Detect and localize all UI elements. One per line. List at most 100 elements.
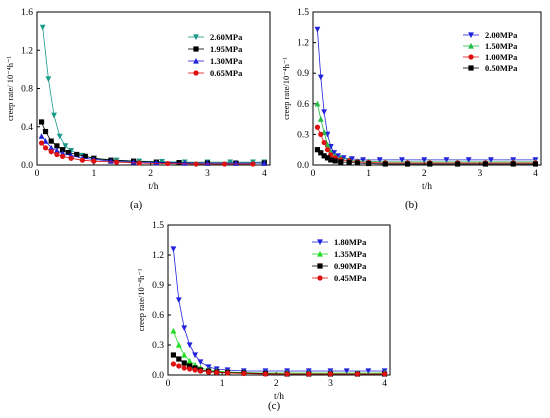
x-tick-label: 1 bbox=[91, 169, 96, 179]
x-tick-label: 0 bbox=[35, 169, 40, 179]
legend-marker bbox=[193, 57, 199, 64]
data-point bbox=[38, 119, 45, 125]
data-point bbox=[170, 246, 177, 253]
series-1.50MPa bbox=[314, 100, 539, 165]
data-point bbox=[186, 357, 193, 364]
y-tick-label: 0.3 bbox=[297, 130, 309, 140]
data-point bbox=[56, 133, 63, 140]
data-point bbox=[59, 153, 66, 159]
data-point bbox=[261, 159, 268, 166]
y-tick-label: 0.9 bbox=[297, 69, 309, 79]
data-point bbox=[54, 151, 60, 158]
legend-label: 1.95MPa bbox=[210, 44, 243, 54]
data-point bbox=[62, 143, 69, 149]
data-point bbox=[482, 161, 488, 167]
x-axis-label: t/h bbox=[148, 182, 158, 192]
y-tick-label: 1.2 bbox=[21, 46, 33, 56]
data-point bbox=[321, 139, 327, 146]
data-point bbox=[59, 147, 66, 153]
data-point bbox=[82, 153, 88, 159]
data-point bbox=[317, 116, 324, 122]
data-point bbox=[376, 157, 383, 163]
data-point bbox=[332, 158, 338, 164]
data-point bbox=[51, 112, 57, 119]
y-tick-label: 1.5 bbox=[152, 221, 164, 231]
data-point bbox=[354, 371, 361, 377]
data-point bbox=[314, 100, 321, 107]
data-point bbox=[331, 150, 338, 156]
data-point bbox=[53, 147, 60, 154]
x-tick-label: 4 bbox=[533, 169, 538, 179]
data-point bbox=[170, 352, 177, 358]
data-point bbox=[181, 351, 188, 358]
data-point bbox=[45, 76, 52, 83]
legend-label: 1.80MPa bbox=[334, 237, 367, 247]
chart-panel-c: 0.0 0.3 0.6 0.9 1.2 1.5 0 1 2 3 4 t/h creep rate/10⁻… bbox=[130, 210, 410, 400]
data-point bbox=[38, 140, 45, 146]
plot-frame bbox=[167, 224, 391, 376]
data-point bbox=[321, 153, 327, 159]
data-point bbox=[79, 157, 86, 163]
data-point bbox=[488, 157, 494, 163]
data-point bbox=[74, 151, 80, 158]
y-tick-label: 1.2 bbox=[297, 39, 309, 49]
y-axis-label: creep rate/10⁻⁴h⁻¹ bbox=[281, 57, 291, 120]
creep-rate-chart-c: 0.0 0.3 0.6 0.9 1.2 1.5 0 1 2 3 4 t/h creep rate/10⁻… bbox=[136, 221, 391, 400]
data-point bbox=[532, 161, 539, 167]
data-point bbox=[465, 157, 472, 163]
y-axis-label: creep rate/ 10⁻⁴h⁻¹ bbox=[5, 56, 15, 121]
data-point bbox=[170, 361, 177, 367]
data-point bbox=[314, 26, 321, 33]
legend-marker bbox=[468, 54, 474, 60]
x-tick-label: 3 bbox=[328, 379, 333, 389]
data-point bbox=[197, 368, 204, 374]
y-tick-label: 0.0 bbox=[21, 161, 33, 171]
data-point bbox=[324, 147, 331, 153]
data-point bbox=[91, 158, 97, 164]
legend-label: 1.50MPa bbox=[485, 41, 518, 51]
y-axis-label: creep rate/10⁻⁴h⁻¹ bbox=[136, 268, 146, 331]
data-point bbox=[399, 157, 405, 163]
data-point bbox=[221, 161, 228, 167]
legend-label: 1.35MPa bbox=[334, 249, 367, 259]
series-0.45MPa bbox=[170, 361, 388, 377]
chart-panel-a: 0.0 0.4 0.8 1.2 1.6 0 1 2 3 4 t/h creep rate/ 10⁻⁴h… bbox=[0, 0, 280, 200]
data-point bbox=[335, 153, 341, 159]
data-point bbox=[510, 161, 516, 167]
data-point bbox=[48, 149, 54, 155]
panel-label-b: (b) bbox=[405, 199, 418, 211]
y-tick-label: 0.0 bbox=[152, 371, 164, 381]
x-tick-label: 2 bbox=[148, 169, 153, 179]
x-tick-label: 0 bbox=[166, 379, 171, 389]
y-tick-label: 0.9 bbox=[152, 281, 164, 291]
series-0.50MPa bbox=[314, 147, 539, 167]
data-point bbox=[181, 325, 188, 332]
data-point bbox=[382, 161, 388, 167]
legend-marker bbox=[317, 263, 323, 269]
data-point bbox=[175, 341, 182, 348]
data-point bbox=[181, 159, 188, 166]
plot-frame bbox=[312, 11, 542, 166]
y-tick-label: 1.6 bbox=[21, 8, 33, 18]
data-point bbox=[354, 160, 361, 166]
creep-rate-chart-a: 0.0 0.4 0.8 1.2 1.6 0 1 2 3 4 t/h creep rate/ 10⁻⁴h… bbox=[5, 8, 271, 192]
legend-label: 0.90MPa bbox=[334, 261, 367, 271]
y-tick-label: 1.2 bbox=[152, 251, 164, 261]
data-point bbox=[366, 160, 372, 167]
creep-rate-chart-b: 0.0 0.3 0.6 0.9 1.2 1.5 0 1 2 3 4 t/h creep rate/10⁻… bbox=[281, 8, 542, 192]
data-point bbox=[343, 368, 350, 375]
data-point bbox=[54, 143, 60, 149]
data-point bbox=[365, 368, 372, 375]
series-1.00MPa bbox=[314, 124, 539, 166]
y-tick-label: 0.6 bbox=[297, 100, 309, 110]
data-point bbox=[338, 159, 344, 165]
x-tick-label: 4 bbox=[262, 169, 267, 179]
data-point bbox=[250, 161, 256, 167]
data-point bbox=[186, 342, 193, 349]
x-tick-label: 3 bbox=[205, 169, 210, 179]
data-point bbox=[404, 161, 411, 167]
data-point bbox=[206, 369, 212, 375]
y-tick-label: 0.6 bbox=[152, 311, 164, 321]
legend-label: 2.60MPa bbox=[210, 32, 243, 42]
data-point bbox=[224, 370, 231, 376]
